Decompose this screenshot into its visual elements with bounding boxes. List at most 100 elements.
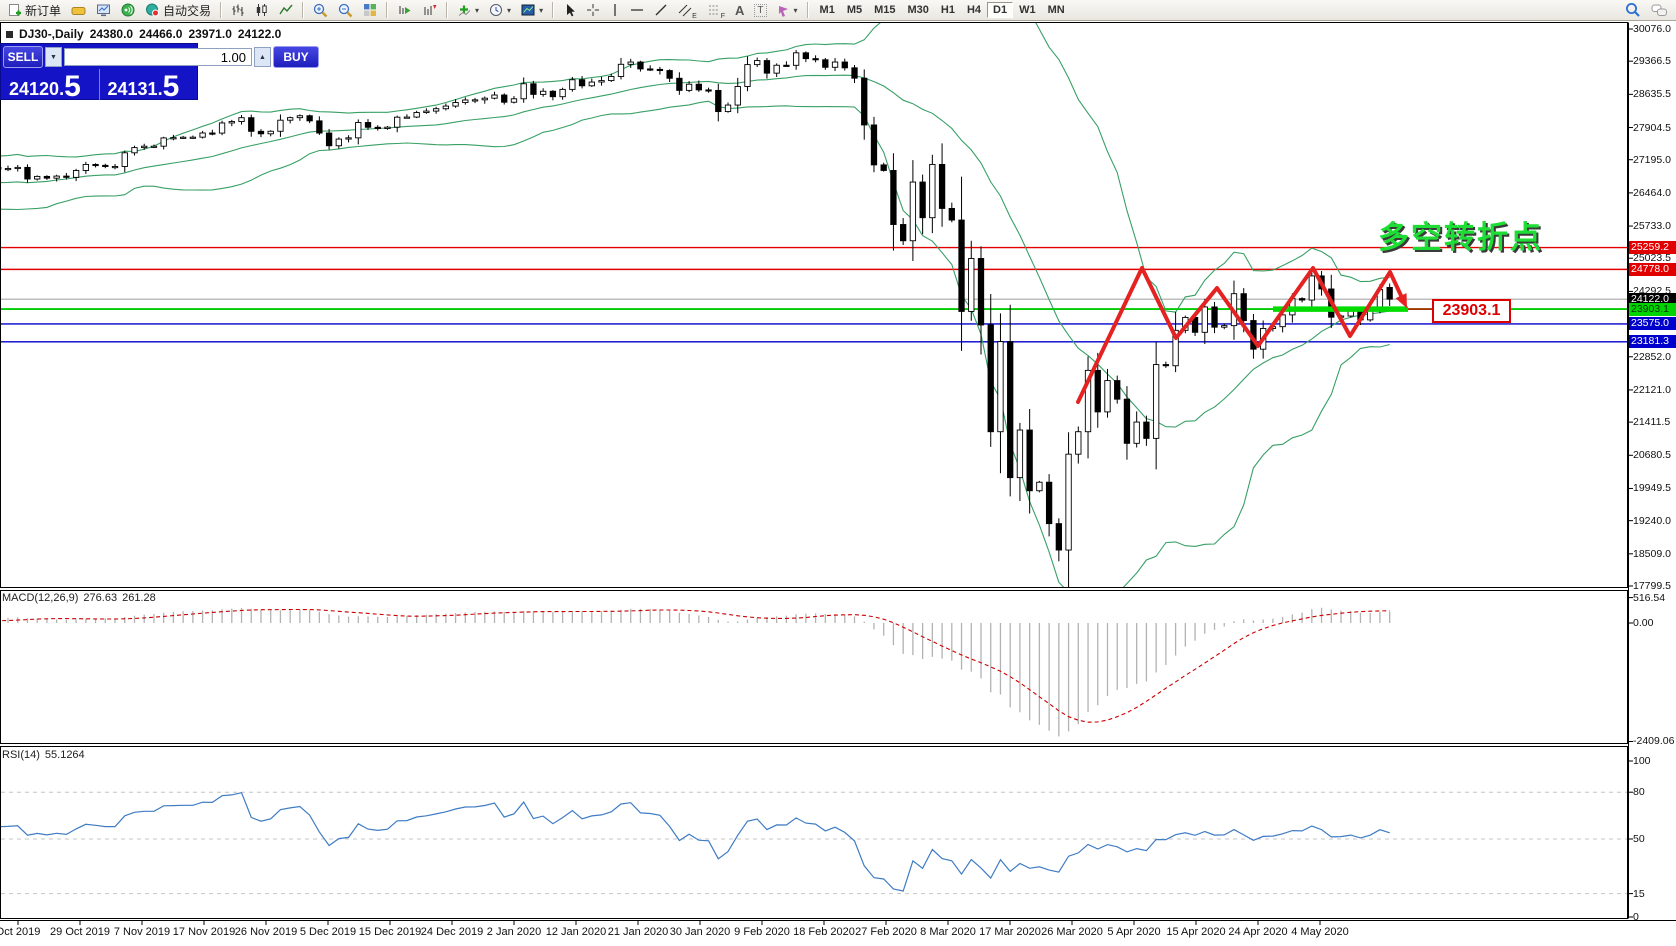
bollinger-middle bbox=[1, 74, 1390, 428]
dropdown-caret: ▾ bbox=[539, 5, 544, 15]
zoom-out-button[interactable] bbox=[334, 0, 357, 21]
bollinger-lower bbox=[1, 100, 1390, 587]
sell-price-main: 24120 bbox=[9, 79, 60, 99]
vertical-line-icon bbox=[614, 4, 616, 16]
dropdown-caret: ▾ bbox=[475, 5, 480, 15]
trendline-tool-button[interactable] bbox=[650, 0, 672, 21]
chart-shift-button[interactable] bbox=[418, 0, 441, 21]
broadcast-icon bbox=[121, 3, 135, 17]
horizontal-line-tool-button[interactable] bbox=[626, 0, 648, 21]
rsi-line bbox=[1, 792, 1390, 892]
text-label-tool-button[interactable]: T bbox=[750, 0, 770, 21]
cursor-tool-button[interactable] bbox=[559, 0, 580, 21]
zoom-in-icon bbox=[313, 3, 328, 17]
candlestick-icon bbox=[256, 4, 267, 16]
bar-chart-icon bbox=[232, 4, 244, 16]
timeframe-toolbar: M1 M5 M15 M30 H1 H4 D1 W1 MN bbox=[814, 2, 1071, 18]
line-chart-button[interactable] bbox=[275, 0, 297, 21]
high-value: 24466.0 bbox=[139, 27, 183, 41]
auto-trading-button[interactable]: 自动交易 bbox=[141, 0, 215, 21]
templates-button[interactable]: ▾ bbox=[517, 0, 547, 21]
timeframe-button-h1[interactable]: H1 bbox=[940, 4, 955, 16]
volume-increase-button[interactable]: ▲ bbox=[254, 47, 271, 67]
timeframe-button-d1[interactable]: D1 bbox=[987, 2, 1014, 18]
bollinger-bands bbox=[1, 23, 1390, 587]
sell-price-display[interactable]: 24120. 5 bbox=[1, 69, 100, 100]
tile-windows-button[interactable] bbox=[359, 0, 381, 21]
bollinger-upper bbox=[1, 23, 1390, 313]
shapes-icon bbox=[778, 5, 788, 17]
axis-tick-marks bbox=[17, 28, 1633, 925]
volume-input[interactable] bbox=[64, 48, 252, 66]
add-indicator-icon bbox=[458, 5, 471, 16]
timeframe-button-m5[interactable]: M5 bbox=[846, 4, 863, 16]
candlestick-chart-button[interactable] bbox=[251, 0, 273, 21]
channel-letter: E bbox=[692, 12, 697, 20]
dropdown-caret: ▾ bbox=[793, 5, 798, 15]
zigzag-annotation bbox=[1076, 266, 1432, 404]
bar-chart-button[interactable] bbox=[227, 0, 249, 21]
timeframe-button-w1[interactable]: W1 bbox=[1019, 4, 1036, 16]
timeframe-button-mn[interactable]: MN bbox=[1047, 4, 1065, 16]
auto-trading-icon bbox=[146, 3, 160, 17]
toolbar-separator bbox=[806, 2, 809, 18]
channel-icon bbox=[678, 4, 692, 17]
buy-price-dot: . bbox=[157, 79, 163, 99]
channel-tool-button[interactable]: E bbox=[674, 0, 701, 21]
timeframe-button-m30[interactable]: M30 bbox=[907, 4, 929, 16]
volume-decrease-button[interactable]: ▼ bbox=[45, 47, 62, 67]
rsi-pane bbox=[1, 791, 1627, 895]
crosshair-tool-button[interactable] bbox=[582, 0, 604, 21]
shapes-tool-button[interactable]: ▾ bbox=[773, 0, 802, 21]
sell-price-big-digit: 5 bbox=[64, 69, 81, 100]
deposit-button[interactable] bbox=[67, 0, 90, 21]
one-click-trading-panel: SELL ▼ ▲ BUY 24120.5 24131.5 bbox=[0, 43, 319, 100]
chart-icon bbox=[6, 30, 13, 38]
trendline-icon bbox=[655, 4, 667, 16]
crosshair-icon bbox=[587, 4, 600, 16]
search-icon bbox=[1626, 3, 1640, 17]
timeframe-button-m1[interactable]: M1 bbox=[819, 4, 835, 16]
search-button[interactable] bbox=[1621, 0, 1645, 21]
toolbar-separator bbox=[220, 2, 223, 18]
text-tool-button[interactable]: A bbox=[731, 0, 748, 21]
buy-price-main: 24131 bbox=[107, 79, 158, 99]
zigzag-arrowhead bbox=[1395, 293, 1407, 309]
zoom-out-icon bbox=[338, 3, 353, 17]
market-button[interactable] bbox=[92, 0, 115, 21]
gold-ingot-icon bbox=[71, 7, 86, 15]
sell-price-dot: . bbox=[59, 79, 65, 99]
pane-borders bbox=[0, 22, 1676, 921]
auto-scroll-button[interactable] bbox=[393, 0, 416, 21]
timeframe-button-h4[interactable]: H4 bbox=[966, 4, 982, 16]
toolbar-separator bbox=[386, 2, 389, 18]
monitor-icon bbox=[97, 4, 111, 17]
sell-button[interactable]: SELL bbox=[3, 46, 43, 68]
horizontal-level-lines bbox=[1, 246, 1627, 343]
macd-signal-line bbox=[1, 608, 1390, 723]
chart-shift-icon bbox=[424, 5, 437, 15]
auto-trading-label: 自动交易 bbox=[163, 3, 212, 18]
auto-scroll-icon bbox=[399, 6, 411, 14]
symbol-label: DJ30-,Daily bbox=[19, 27, 84, 41]
buy-button[interactable]: BUY bbox=[273, 46, 319, 68]
toolbar-separator bbox=[446, 2, 449, 18]
template-icon bbox=[521, 4, 535, 16]
open-value: 24380.0 bbox=[89, 27, 134, 41]
buy-price-display[interactable]: 24131. 5 bbox=[100, 69, 198, 100]
fibonacci-tool-button[interactable]: F bbox=[703, 0, 729, 21]
indicators-button[interactable]: ▾ bbox=[453, 0, 483, 21]
text-tool-icon: A bbox=[735, 2, 745, 18]
vertical-line-tool-button[interactable] bbox=[606, 0, 624, 21]
clock-icon bbox=[490, 4, 503, 16]
zoom-in-button[interactable] bbox=[309, 0, 332, 21]
signals-button[interactable] bbox=[117, 0, 139, 21]
periods-button[interactable]: ▾ bbox=[485, 0, 515, 21]
chart-title: DJ30-,Daily 24380.0 24466.0 23971.0 2412… bbox=[6, 27, 281, 41]
new-order-button[interactable]: 新订单 bbox=[4, 0, 65, 21]
text-label-icon: T bbox=[754, 3, 767, 17]
timeframe-button-m15[interactable]: M15 bbox=[874, 4, 896, 16]
chat-button[interactable] bbox=[1647, 0, 1672, 21]
